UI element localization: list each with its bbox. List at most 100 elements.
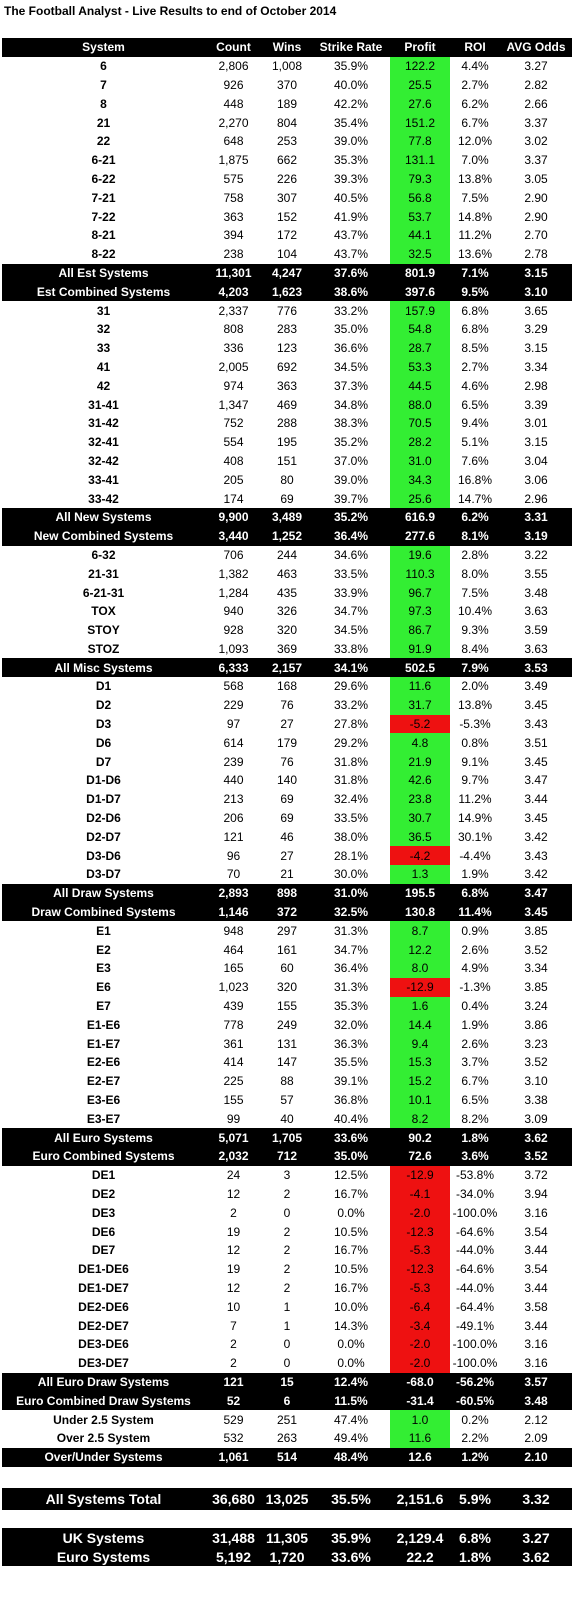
row: 6-21 1,875 662 35.3% 131.1 7.0% 3.37 bbox=[2, 150, 572, 170]
cell: Profit bbox=[390, 38, 450, 57]
cell: 24 bbox=[226, 1168, 241, 1183]
cell: 32-42 bbox=[88, 453, 119, 468]
cell: 30.7 bbox=[390, 808, 450, 828]
cell: All Draw Systems bbox=[2, 883, 205, 903]
cell: 1.8% bbox=[450, 1128, 500, 1148]
row: 6-21-31 1,284 435 33.9% 96.7 7.5% 3.48 bbox=[2, 583, 572, 602]
row: D2 229 76 33.2% 31.7 13.8% 3.45 bbox=[2, 695, 572, 715]
cell: 6.5% bbox=[461, 397, 489, 412]
row: 33-41 205 80 39.0% 34.3 16.8% 3.06 bbox=[2, 470, 572, 490]
cell: 11.4% bbox=[450, 902, 500, 922]
cell: 9,900 bbox=[205, 507, 262, 527]
cell: 22.2 bbox=[390, 1547, 450, 1566]
row: 6 2,806 1,008 35.9% 122.2 4.4% 3.27 bbox=[2, 56, 572, 76]
cell: 76 bbox=[280, 698, 294, 713]
tot: Euro Combined Systems 2,032 712 35.0% 72.6 3.… bbox=[2, 1147, 572, 1166]
cell: -56.2% bbox=[450, 1372, 500, 1392]
cell: 3.16 bbox=[524, 1337, 548, 1352]
cell: -64.6% bbox=[455, 1224, 495, 1239]
cell: 12.0% bbox=[457, 134, 493, 149]
cell: 110.3 bbox=[390, 564, 450, 584]
cell: 14.4 bbox=[390, 1015, 450, 1035]
cell: 7.9% bbox=[450, 658, 500, 678]
cell: 3.57 bbox=[500, 1372, 572, 1392]
cell: 3.34 bbox=[524, 961, 548, 976]
hd: System Count Wins Strike Rate Profit ROI AVG O… bbox=[2, 38, 572, 57]
cell: 35.5% bbox=[312, 1488, 390, 1510]
cell: 35.4% bbox=[333, 115, 369, 130]
cell: STOZ bbox=[87, 641, 120, 656]
cell: 10.5% bbox=[333, 1224, 369, 1239]
cell: 363 bbox=[223, 209, 244, 224]
cell: 0.0% bbox=[337, 1356, 365, 1371]
row: E1 948 297 31.3% 8.7 0.9% 3.85 bbox=[2, 921, 572, 941]
row: E2 464 161 34.7% 12.2 2.6% 3.52 bbox=[2, 940, 572, 960]
cell: 37.6% bbox=[312, 263, 390, 283]
cell: -12.9 bbox=[390, 1165, 450, 1185]
row: DE3-DE7 2 0 0.0% -2.0 -100.0% 3.16 bbox=[2, 1353, 572, 1373]
cell: 2.78 bbox=[524, 247, 548, 262]
cell: 47.4% bbox=[333, 1412, 369, 1427]
cell: 41 bbox=[96, 359, 111, 374]
cell: 5,192 bbox=[205, 1547, 262, 1566]
cell: 2 bbox=[283, 1224, 291, 1239]
cell: 21.9 bbox=[390, 752, 450, 772]
tot: Over/Under Systems 1,061 514 48.4% 12.6 1.2% 2… bbox=[2, 1447, 572, 1467]
row: E7 439 155 35.3% 1.6 0.4% 3.24 bbox=[2, 996, 572, 1016]
cell: 35.5% bbox=[333, 1055, 369, 1070]
cell: 123 bbox=[276, 341, 298, 356]
cell: 34.1% bbox=[312, 658, 390, 678]
cell: -2.0 bbox=[390, 1334, 450, 1354]
cell: 3.04 bbox=[524, 453, 548, 468]
cell: 575 bbox=[223, 171, 244, 186]
cell: 532 bbox=[223, 1431, 244, 1446]
cell: 32.0% bbox=[333, 1017, 369, 1032]
cell: 36.4% bbox=[312, 526, 390, 546]
cell: 39.7% bbox=[333, 491, 369, 506]
cell: 1,008 bbox=[271, 59, 303, 74]
row: 33-42 174 69 39.7% 25.6 14.7% 2.96 bbox=[2, 489, 572, 508]
cell: 168 bbox=[276, 679, 298, 694]
cell: 36.3% bbox=[333, 1036, 369, 1051]
cell: 3.27 bbox=[524, 59, 548, 74]
cell: 3.19 bbox=[500, 526, 572, 546]
cell: 99 bbox=[226, 1111, 241, 1126]
row: E2-E7 225 88 39.1% 15.2 6.7% 3.10 bbox=[2, 1071, 572, 1091]
cell: 30.1% bbox=[457, 829, 493, 844]
cell: 34.7% bbox=[333, 604, 369, 619]
cell: 3.10 bbox=[524, 1074, 548, 1089]
cell: 3.58 bbox=[524, 1299, 548, 1314]
cell: 662 bbox=[276, 153, 298, 168]
cell: 21 bbox=[280, 867, 294, 882]
cell: 3.86 bbox=[524, 1017, 548, 1032]
cell: 32 bbox=[96, 322, 111, 337]
cell: 435 bbox=[276, 585, 298, 600]
cell: 27 bbox=[280, 717, 294, 732]
cell: -60.5% bbox=[450, 1391, 500, 1411]
cell: 3.38 bbox=[524, 1093, 548, 1108]
cell: 326 bbox=[276, 604, 298, 619]
cell: 38.0% bbox=[333, 829, 369, 844]
cell: 33.2% bbox=[333, 303, 369, 318]
cell: 225 bbox=[223, 1074, 244, 1089]
row: 21-31 1,382 463 33.5% 110.3 8.0% 3.55 bbox=[2, 564, 572, 584]
cell: 801.9 bbox=[390, 263, 450, 283]
cell: 12.5% bbox=[333, 1168, 369, 1183]
cell: 3.42 bbox=[524, 867, 548, 882]
cell: 288 bbox=[276, 416, 298, 431]
cell: DE7 bbox=[91, 1243, 116, 1258]
cell: 6.2% bbox=[450, 507, 500, 527]
cell: 28.1% bbox=[333, 848, 369, 863]
cell: All Misc Systems bbox=[2, 658, 205, 678]
cell: 3.34 bbox=[524, 359, 548, 374]
row: D7 239 76 31.8% 21.9 9.1% 3.45 bbox=[2, 752, 572, 772]
cell: 6.8% bbox=[461, 322, 489, 337]
cell: -6.4 bbox=[390, 1297, 450, 1317]
cell: D2-D7 bbox=[86, 829, 121, 844]
cell: 12 bbox=[226, 1243, 241, 1258]
cell: 40.0% bbox=[333, 77, 369, 92]
cell: 928 bbox=[223, 623, 244, 638]
row: DE2-DE7 7 1 14.3% -3.4 -49.1% 3.44 bbox=[2, 1316, 572, 1335]
cell: -5.3 bbox=[390, 1241, 450, 1260]
row: DE1-DE7 12 2 16.7% -5.3 -44.0% 3.44 bbox=[2, 1278, 572, 1298]
